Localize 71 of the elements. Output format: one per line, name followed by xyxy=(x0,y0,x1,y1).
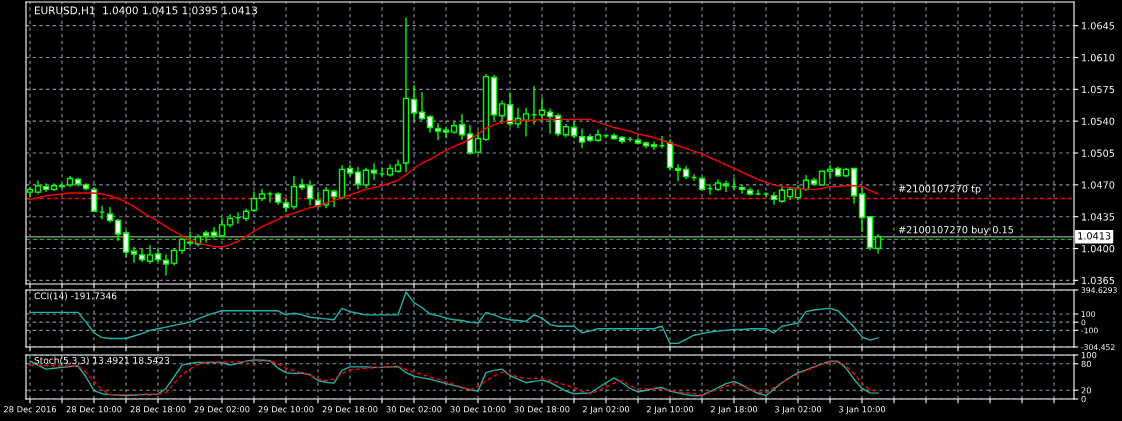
candlestick xyxy=(418,92,426,121)
candlestick xyxy=(498,100,506,124)
candlestick xyxy=(122,230,130,258)
x-tick-label: 28 Dec 10:00 xyxy=(66,406,122,413)
y-tick-label: 20 xyxy=(1081,387,1091,394)
y-tick-label: 1.0540 xyxy=(1082,117,1115,125)
y-tick-label: 80 xyxy=(1081,360,1091,368)
x-tick-label: 28 Dec 18:00 xyxy=(130,406,186,413)
y-tick-label: 1.0400 xyxy=(1082,245,1115,253)
y-tick-label: 100 xyxy=(1081,351,1097,359)
candlestick xyxy=(298,178,306,191)
candlestick xyxy=(362,167,370,189)
y-tick-label: 1.0505 xyxy=(1082,149,1115,157)
x-tick-label: 30 Dec 02:00 xyxy=(386,406,442,413)
y-tick-label: 1.0575 xyxy=(1082,85,1115,94)
y-tick-label: 0 xyxy=(1081,395,1086,403)
y-tick-label: 1.0470 xyxy=(1082,181,1115,189)
y-tick-label: 1.0365 xyxy=(1082,276,1115,285)
ref-line-label: #2100107270 tp xyxy=(898,185,981,195)
candlestick xyxy=(370,163,378,181)
candlestick xyxy=(442,126,450,139)
x-tick-label: 2 Jan 10:00 xyxy=(646,406,694,414)
candlestick xyxy=(354,166,362,190)
candlestick xyxy=(250,191,258,212)
candlestick xyxy=(738,185,746,194)
candlestick xyxy=(434,123,442,141)
x-tick-label: 3 Jan 02:00 xyxy=(774,406,822,414)
candlestick xyxy=(858,187,866,232)
x-tick-label: 3 Jan 10:00 xyxy=(838,406,886,414)
ref-line-label: #2100107270 buy 0.15 xyxy=(898,225,1014,236)
candlestick xyxy=(674,164,682,181)
candlestick xyxy=(58,183,66,189)
candlestick xyxy=(770,192,778,205)
x-tick-label: 2 Jan 02:00 xyxy=(582,406,630,414)
candlestick xyxy=(130,246,138,263)
ref-line-label: 1.0413 xyxy=(1078,232,1111,240)
x-tick-label: 28 Dec 2016 xyxy=(3,406,57,413)
x-tick-label: 29 Dec 10:00 xyxy=(258,406,314,413)
x-tick-label: 30 Dec 18:00 xyxy=(514,406,570,413)
y-tick-label: 1.0435 xyxy=(1082,213,1115,221)
x-tick-label: 29 Dec 18:00 xyxy=(322,406,378,413)
candlestick xyxy=(466,125,474,155)
candlestick xyxy=(506,92,514,127)
line-series xyxy=(29,291,879,345)
x-tick-label: 2 Jan 18:00 xyxy=(710,406,758,414)
candlestick xyxy=(474,131,482,154)
chart-title: EURUSD,H1 1.0400 1.0415 1.0395 1.0413 xyxy=(35,6,257,16)
candlestick xyxy=(650,141,658,151)
candlestick xyxy=(458,114,466,141)
y-tick-label: 1.0610 xyxy=(1082,53,1115,62)
candlestick xyxy=(26,186,34,198)
candlestick xyxy=(546,108,554,134)
candlestick xyxy=(42,183,50,192)
candlestick xyxy=(202,230,210,243)
x-tick-label: 29 Dec 02:00 xyxy=(194,406,250,413)
candlestick xyxy=(218,217,226,238)
chart-title: CCI(14) -191.7346 xyxy=(34,292,117,301)
candlestick xyxy=(186,231,194,247)
candlestick xyxy=(146,245,154,264)
candlestick xyxy=(826,165,834,180)
y-tick-label: 1.0645 xyxy=(1082,22,1115,30)
candlestick xyxy=(578,128,586,149)
x-tick-label: 30 Dec 10:00 xyxy=(450,406,506,413)
candlestick xyxy=(290,175,298,210)
candlestick xyxy=(722,180,730,192)
candlestick xyxy=(114,218,122,242)
candlestick xyxy=(410,84,418,121)
chart-title: Stoch(5,3,3) 13.4921 18.5423 xyxy=(34,356,170,365)
candlestick xyxy=(306,180,314,206)
candlestick xyxy=(162,254,170,276)
candlestick xyxy=(874,234,882,254)
